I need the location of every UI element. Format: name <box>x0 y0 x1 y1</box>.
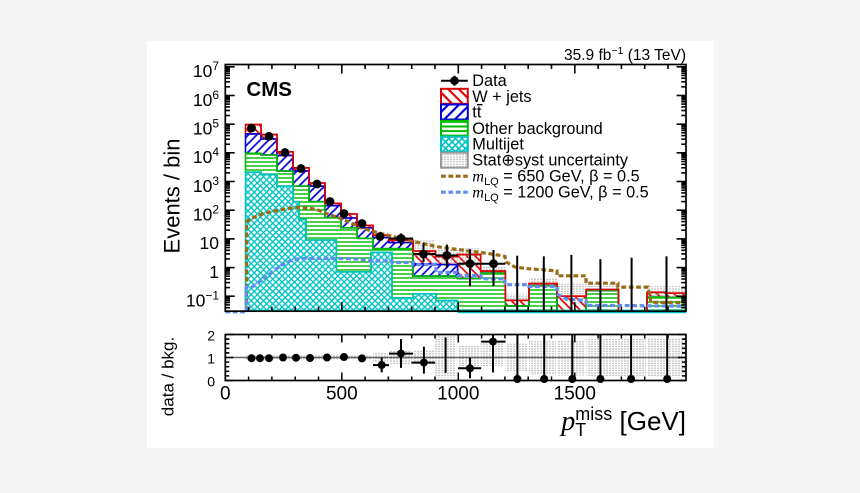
svg-text:1500: 1500 <box>554 383 596 404</box>
svg-text:Events / bin: Events / bin <box>160 139 185 254</box>
svg-text:106: 106 <box>193 88 219 110</box>
svg-text:0: 0 <box>207 374 215 390</box>
svg-text:mLQ = 650 GeV, β = 0.5: mLQ = 650 GeV, β = 0.5 <box>472 167 639 189</box>
svg-text:107: 107 <box>193 59 219 81</box>
svg-text:mLQ = 1200 GeV, β = 0.5: mLQ = 1200 GeV, β = 0.5 <box>472 183 648 205</box>
svg-text:1: 1 <box>209 262 219 282</box>
svg-text:Multijet: Multijet <box>472 136 524 154</box>
svg-text:1000: 1000 <box>437 383 479 404</box>
svg-text:105: 105 <box>193 117 219 139</box>
svg-text:1: 1 <box>207 351 215 367</box>
svg-text:10: 10 <box>200 233 220 253</box>
svg-text:tt: tt <box>472 104 482 122</box>
svg-text:0: 0 <box>220 383 231 404</box>
svg-text:500: 500 <box>326 383 358 404</box>
svg-text:W + jets: W + jets <box>472 88 531 106</box>
svg-text:10−1: 10−1 <box>186 289 219 311</box>
svg-text:Data: Data <box>472 72 507 90</box>
svg-text:Other background: Other background <box>472 120 602 138</box>
svg-text:104: 104 <box>193 145 219 167</box>
svg-text:data / bkg.: data / bkg. <box>159 337 178 416</box>
svg-text:pTmiss [GeV]: pTmiss [GeV] <box>559 404 686 440</box>
svg-text:35.9 fb−1 (13 TeV): 35.9 fb−1 (13 TeV) <box>564 45 686 64</box>
svg-text:CMS: CMS <box>246 78 292 101</box>
svg-text:Stat⊕syst uncertainty: Stat⊕syst uncertainty <box>472 152 629 170</box>
svg-text:102: 102 <box>193 203 219 225</box>
svg-text:103: 103 <box>193 174 219 196</box>
svg-text:2: 2 <box>207 328 215 344</box>
